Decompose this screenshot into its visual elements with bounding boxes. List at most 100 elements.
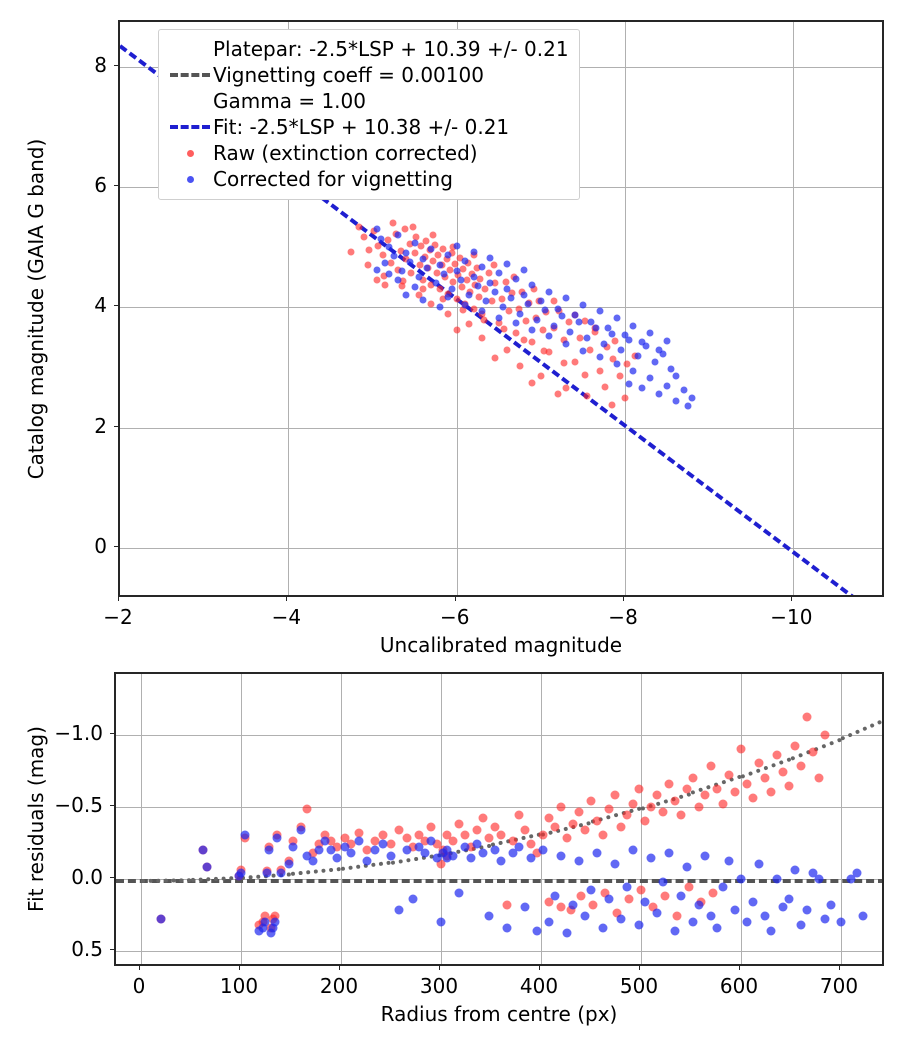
corrected-residual-point — [852, 868, 862, 878]
raw-residual-point — [682, 784, 692, 794]
raw-residual-point — [556, 802, 566, 812]
raw-data-point — [446, 266, 454, 274]
raw-data-point — [355, 223, 363, 231]
corrected-data-point — [642, 342, 650, 350]
plot-legend: Platepar: -2.5*LSP + 10.39 +/- 0.21 Vign… — [158, 29, 580, 200]
corrected-residual-point — [408, 894, 418, 904]
x-tick — [639, 966, 640, 970]
corrected-data-point — [592, 324, 600, 332]
corrected-residual-point — [814, 874, 824, 884]
corrected-residual-point — [706, 911, 716, 921]
corrected-data-point — [465, 291, 473, 299]
corrected-data-point — [499, 303, 507, 311]
y-gridline — [116, 950, 882, 952]
corrected-residual-point — [340, 842, 350, 852]
corrected-data-point — [491, 288, 499, 296]
corrected-residual-point — [676, 891, 686, 901]
corrected-residual-point — [288, 842, 298, 852]
y-tick — [114, 425, 118, 427]
corrected-residual-point — [262, 868, 272, 878]
corrected-data-point — [524, 300, 532, 308]
corrected-residual-point — [438, 848, 448, 858]
raw-residual-point — [820, 730, 830, 740]
raw-residual-point — [320, 830, 330, 840]
raw-residual-point — [532, 848, 542, 858]
corrected-residual-point — [790, 865, 800, 875]
corrected-residual-point — [562, 928, 572, 938]
raw-residual-point — [652, 790, 662, 800]
corrected-residual-point — [796, 920, 806, 930]
raw-data-point — [554, 390, 562, 398]
raw-residual-point — [454, 819, 464, 829]
corrected-data-point — [688, 394, 696, 402]
corrected-residual-point — [754, 859, 764, 869]
raw-residual-point — [520, 825, 530, 835]
raw-data-point — [512, 329, 520, 337]
dashed-blue-line-icon — [170, 125, 210, 129]
corrected-data-point — [655, 390, 663, 398]
raw-residual-point — [712, 784, 722, 794]
fit-residuals-plot — [114, 672, 884, 966]
raw-data-point — [470, 305, 478, 313]
raw-data-point — [530, 285, 538, 293]
corrected-data-point — [411, 283, 419, 291]
x-tick-label: 700 — [819, 974, 859, 998]
corrected-residual-point — [730, 905, 740, 915]
legend-label-corrected: Corrected for vignetting — [213, 167, 453, 191]
raw-data-point — [458, 283, 466, 291]
raw-residual-point — [288, 836, 298, 846]
raw-data-point — [488, 297, 496, 305]
raw-residual-point — [556, 902, 566, 912]
corrected-residual-point — [760, 911, 770, 921]
raw-data-point — [609, 355, 617, 363]
legend-key-raw — [167, 149, 213, 157]
corrected-residual-point — [742, 917, 752, 927]
raw-data-point — [611, 337, 619, 345]
raw-residual-point — [636, 885, 646, 895]
corrected-residual-point — [586, 885, 596, 895]
raw-residual-point — [796, 761, 806, 771]
corrected-residual-point — [778, 902, 788, 912]
corrected-data-point — [406, 258, 414, 266]
raw-residual-point — [270, 911, 280, 921]
raw-data-point — [500, 325, 508, 333]
corrected-data-point — [629, 367, 637, 375]
legend-label-platepar-line1: Platepar: -2.5*LSP + 10.39 +/- 0.21 — [213, 37, 569, 61]
legend-label-platepar-line2: Vignetting coeff = 0.00100 — [213, 63, 484, 87]
top-y-axis-label: Catalog magnitude (GAIA G band) — [24, 138, 48, 479]
corrected-data-point — [448, 285, 456, 293]
raw-residual-point — [748, 793, 758, 803]
raw-residual-point — [598, 830, 608, 840]
raw-data-point — [503, 346, 511, 354]
corrected-data-point — [541, 306, 549, 314]
corrected-data-point — [436, 303, 444, 311]
corrected-data-point — [516, 310, 524, 317]
raw-residual-point — [414, 830, 424, 840]
corrected-data-point — [550, 322, 557, 330]
raw-data-point — [571, 358, 579, 366]
y-tick-label: 0.5 — [71, 936, 103, 961]
corrected-residual-point — [386, 851, 396, 861]
corrected-residual-point — [858, 911, 868, 921]
corrected-data-point — [461, 257, 469, 265]
raw-data-point — [436, 285, 444, 293]
y-gridline — [120, 547, 882, 549]
raw-residual-point — [622, 810, 632, 820]
corrected-data-point — [659, 350, 667, 358]
raw-residual-point — [736, 744, 746, 754]
x-tick-label: −2 — [103, 605, 133, 629]
raw-data-point — [398, 282, 406, 290]
raw-data-point — [443, 255, 451, 263]
legend-entry-platepar: Platepar: -2.5*LSP + 10.39 +/- 0.21 Vign… — [167, 36, 569, 114]
x-tick — [839, 966, 840, 970]
corrected-residual-point — [320, 836, 330, 846]
top-scatter-layer — [120, 22, 882, 595]
x-tick-label: 300 — [419, 974, 459, 998]
y-tick-label: 2 — [94, 413, 107, 438]
corrected-residual-point — [688, 917, 698, 927]
corrected-residual-point — [258, 923, 268, 933]
raw-residual-point — [472, 825, 482, 835]
raw-residual-point — [378, 830, 388, 840]
legend-entry-corrected: Corrected for vignetting — [167, 166, 569, 192]
x-tick-label: −10 — [770, 605, 813, 629]
